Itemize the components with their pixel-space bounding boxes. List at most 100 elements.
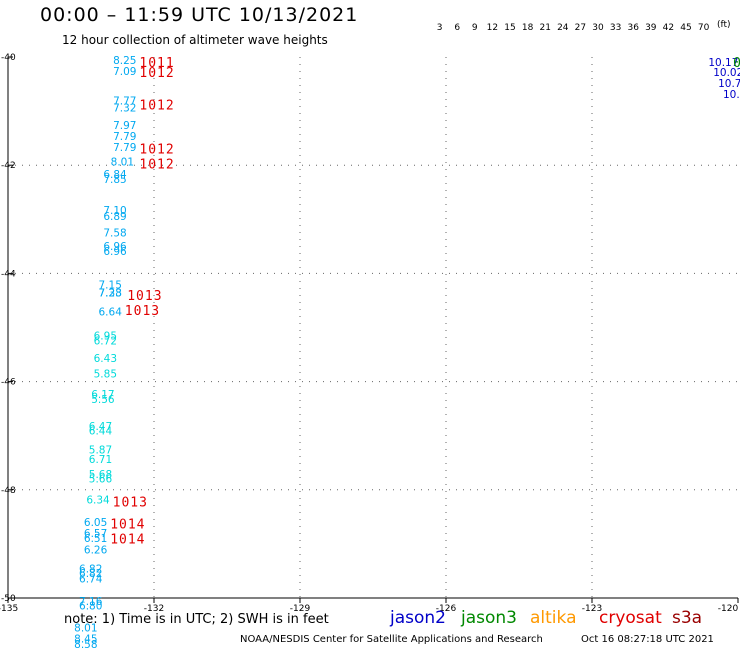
time-label: 1012	[139, 142, 174, 157]
y-tick-label: -44	[1, 269, 16, 279]
wave-height-label: 6.17	[91, 389, 114, 401]
wave-height-label: 7.16	[79, 596, 103, 608]
footer-note: note: 1) Time is in UTC; 2) SWH is in fe…	[64, 612, 329, 627]
legend-s3a: s3a	[672, 608, 703, 628]
x-tick-label: -135	[0, 604, 18, 614]
colorbar-label: 21	[539, 23, 550, 33]
wave-height-label: 8.58	[74, 639, 97, 650]
chart-subtitle: 12 hour collection of altimeter wave hei…	[62, 33, 328, 47]
x-tick-label: -120	[718, 604, 739, 614]
wave-height-label: 5.66	[89, 474, 113, 486]
wave-height-label: 6.74	[79, 574, 103, 586]
time-label: 1013	[113, 496, 148, 511]
y-tick-label: -48	[1, 486, 16, 496]
data-points: 8.257.097.777.327.977.797.798.016.847.85…	[74, 55, 740, 650]
wave-height-label: 6.47	[89, 421, 112, 433]
legend-jason2: jason2	[390, 608, 446, 628]
wave-height-label: 6.80	[79, 601, 102, 613]
colorbar-label: 36	[627, 23, 639, 33]
colorbar: 3 6 9 12 15 18 21 24 27 30 33 36 39 42 45 70	[437, 23, 710, 33]
wave-height-label: 6.89	[103, 211, 126, 223]
time-labels: 1011101210121012101210131013101310141014…	[110, 56, 740, 548]
wave-height-label: 7.79	[113, 131, 136, 143]
colorbar-label: 6	[454, 23, 460, 33]
wave-height-label: 6.96	[103, 246, 127, 258]
wave-height-label: 7.09	[113, 66, 136, 78]
wave-height-label: 5.85	[94, 369, 117, 381]
legend-altika: altika	[530, 608, 577, 628]
time-label: 1012	[139, 66, 174, 81]
wave-height-label: 8.01	[111, 156, 134, 168]
x-tick-label: -132	[144, 604, 164, 614]
colorbar-label: 18	[522, 23, 534, 33]
x-tick-label: -126	[436, 604, 457, 614]
chart-title: 00:00 – 11:59 UTC 10/13/2021	[40, 4, 359, 26]
colorbar-label: 33	[610, 23, 621, 33]
y-tick-label: -40	[1, 53, 16, 63]
wave-height-label: 10.72	[718, 78, 740, 90]
wave-height-label: 7.85	[103, 174, 126, 186]
grid	[8, 57, 738, 598]
wave-height-label: 6.44	[89, 425, 113, 437]
colorbar-label: 30	[592, 23, 604, 33]
wave-height-label: 6.95	[94, 331, 117, 343]
wave-height-label: 6.05	[84, 517, 107, 529]
wave-height-label: 6.64	[99, 306, 123, 318]
wave-height-label: 7.32	[113, 102, 136, 114]
time-label: 1012	[139, 158, 174, 173]
x-tick-label: -129	[290, 604, 311, 614]
wave-height-label: 6.96	[103, 241, 127, 253]
wave-height-label: 7.79	[113, 142, 136, 154]
colorbar-label: 27	[575, 23, 586, 33]
y-tick-label: -42	[1, 161, 16, 171]
wave-height-label: 10.71	[723, 89, 740, 101]
colorbar-label: 9	[472, 23, 478, 33]
colorbar-label: 70	[698, 23, 710, 33]
x-axis-ticks: -135 -132 -129 -126 -123 -120	[0, 598, 739, 614]
wave-height-label: 6.82	[79, 563, 102, 575]
wave-height-label: 8.01	[74, 622, 97, 634]
wave-height-label: 6.72	[94, 336, 117, 348]
colorbar-unit: (ft)	[717, 20, 731, 30]
colorbar-label: 12	[487, 23, 498, 33]
colorbar-label: 39	[645, 23, 657, 33]
wave-height-label: 6.26	[84, 544, 108, 556]
y-tick-label: -46	[1, 378, 16, 388]
wave-height-label: 7.97	[113, 120, 136, 132]
time-label: 1014	[110, 517, 145, 532]
wave-height-label: 7.58	[103, 227, 126, 239]
time-label: 1013	[127, 289, 162, 304]
wave-height-label: 5.87	[89, 444, 112, 456]
time-label: 1011	[139, 56, 174, 71]
footer-generated: Oct 16 08:27:18 UTC 2021	[581, 634, 714, 645]
legend-jason3: jason3	[461, 608, 517, 628]
wave-height-label: 7.33	[99, 287, 122, 299]
wave-height-label: 7.28	[99, 287, 122, 299]
wave-height-label: 5.68	[89, 469, 112, 481]
wave-height-label: 6.34	[86, 495, 110, 507]
colorbar-label: 42	[663, 23, 674, 33]
wave-height-label: 6.51	[84, 533, 107, 545]
time-label: 1013	[125, 304, 160, 319]
footer-credit: NOAA/NESDIS Center for Satellite Applica…	[240, 634, 543, 645]
wave-height-label: 6.57	[84, 528, 107, 540]
wave-height-label: 10.17	[708, 57, 738, 69]
time-label: 1012	[139, 99, 174, 114]
y-tick-label: -50	[1, 594, 16, 604]
time-label: 1014	[110, 532, 145, 547]
y-axis-ticks: -40 -42 -44 -46 -48 -50	[1, 53, 16, 604]
colorbar-label: 24	[557, 23, 569, 33]
wave-height-label: 6.43	[94, 353, 117, 365]
wave-height-label: 10.02	[713, 67, 740, 79]
wave-height-label: 6.71	[89, 454, 112, 466]
wave-height-label: 7.15	[99, 279, 122, 291]
wave-height-label: 5.56	[91, 394, 115, 406]
wave-height-label: 7.77	[113, 95, 136, 107]
colorbar-label: 15	[504, 23, 515, 33]
x-tick-label: -123	[582, 604, 602, 614]
wave-height-label: 8.25	[113, 55, 136, 67]
legend-cryosat: cryosat	[599, 608, 662, 628]
wave-height-label: 6.84	[103, 169, 127, 181]
wave-height-label: 7.10	[103, 205, 126, 217]
